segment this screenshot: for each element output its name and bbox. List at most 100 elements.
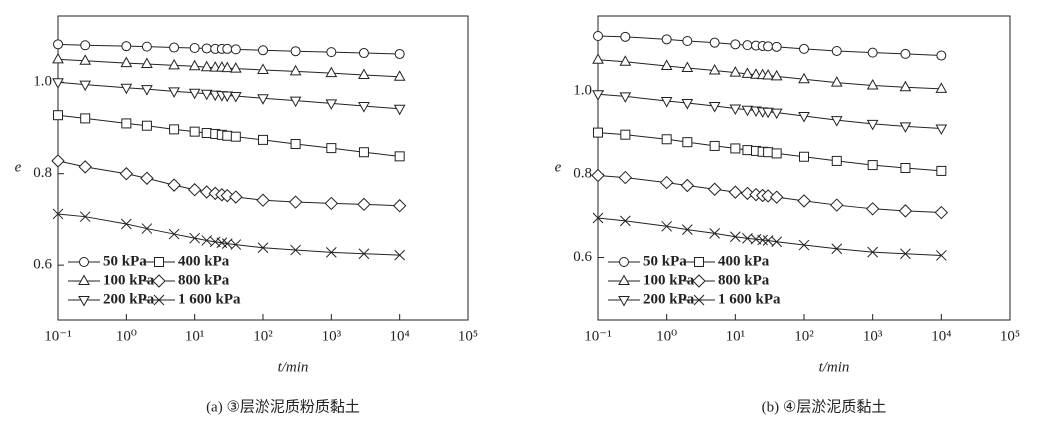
- y-tick-label: 1.0: [33, 74, 52, 90]
- x-axis-label: t/min: [819, 359, 850, 375]
- legend-marker: [79, 257, 89, 267]
- marker: [867, 160, 878, 171]
- marker: [900, 163, 911, 173]
- marker: [230, 131, 241, 142]
- marker: [661, 34, 672, 45]
- marker: [229, 190, 243, 204]
- marker: [709, 140, 720, 151]
- x-tick-label: 10⁴: [390, 328, 410, 344]
- marker: [900, 48, 911, 59]
- marker: [188, 88, 201, 100]
- marker: [52, 52, 64, 64]
- marker: [730, 143, 741, 154]
- y-tick-label: 1.0: [573, 82, 592, 98]
- marker: [619, 215, 631, 227]
- marker: [209, 236, 221, 248]
- legend-label: 400 kPa: [178, 253, 230, 269]
- marker: [120, 83, 133, 95]
- marker: [830, 116, 843, 127]
- marker: [742, 233, 753, 244]
- marker: [619, 55, 632, 66]
- marker: [168, 87, 180, 98]
- marker: [762, 69, 774, 80]
- marker: [750, 68, 762, 79]
- marker: [681, 99, 694, 110]
- marker: [680, 178, 695, 193]
- marker: [830, 76, 843, 87]
- marker: [394, 151, 405, 162]
- marker: [258, 134, 268, 145]
- caption: (a) ③层淤泥质粉质黏土: [206, 398, 360, 415]
- caption: (b) ④层淤泥质黏土: [762, 398, 887, 415]
- marker: [936, 50, 947, 61]
- marker: [831, 155, 842, 166]
- marker: [141, 223, 153, 234]
- legend-label: 400 kPa: [718, 253, 770, 269]
- marker: [257, 242, 269, 254]
- legend-marker: [153, 294, 165, 306]
- marker: [325, 66, 338, 78]
- marker: [392, 199, 407, 213]
- x-tick-label: 10¹: [726, 328, 746, 344]
- marker: [326, 47, 337, 58]
- marker: [288, 195, 303, 209]
- marker: [799, 151, 809, 162]
- marker: [867, 47, 878, 58]
- series-line: [597, 217, 942, 256]
- marker: [120, 56, 133, 68]
- legend-label: 1 600 kPa: [178, 291, 241, 307]
- marker: [289, 64, 302, 76]
- marker: [728, 185, 743, 199]
- marker: [741, 67, 754, 78]
- marker: [770, 69, 783, 81]
- marker: [120, 218, 132, 230]
- marker: [51, 154, 65, 168]
- marker: [187, 183, 202, 197]
- marker: [798, 111, 810, 123]
- marker: [199, 185, 214, 199]
- x-axis-label: t/min: [278, 359, 309, 375]
- marker: [258, 45, 268, 56]
- legend-marker: [692, 274, 706, 288]
- series-line: [57, 213, 400, 256]
- legend-marker: [618, 274, 630, 285]
- marker: [770, 108, 783, 120]
- marker: [200, 60, 213, 72]
- marker: [763, 41, 774, 52]
- marker: [257, 94, 269, 105]
- marker: [797, 194, 811, 208]
- marker: [222, 130, 233, 141]
- marker: [935, 82, 948, 93]
- legend-label: 50 kPa: [643, 253, 687, 269]
- marker: [230, 44, 241, 55]
- marker: [709, 37, 720, 48]
- marker: [80, 40, 91, 51]
- marker: [289, 96, 302, 108]
- marker: [620, 31, 631, 42]
- marker: [326, 143, 337, 154]
- marker: [141, 85, 153, 96]
- x-tick-label: 10³: [863, 328, 883, 344]
- legend-label: 1 600 kPa: [718, 291, 781, 307]
- marker: [798, 72, 810, 84]
- marker: [53, 110, 63, 121]
- marker: [52, 78, 64, 89]
- x-tick-label: 10⁴: [931, 328, 951, 344]
- marker: [592, 212, 604, 224]
- marker: [121, 118, 132, 129]
- marker: [740, 186, 755, 201]
- marker: [769, 190, 784, 204]
- x-tick-label: 10²: [253, 328, 273, 344]
- marker: [757, 234, 769, 246]
- marker: [729, 231, 741, 243]
- marker: [141, 57, 153, 68]
- marker: [682, 35, 693, 46]
- marker: [229, 92, 242, 103]
- marker: [394, 249, 406, 261]
- x-tick-label: 10⁻¹: [584, 328, 611, 344]
- legend-label: 50 kPa: [103, 253, 147, 269]
- marker: [52, 208, 64, 220]
- marker: [591, 168, 605, 183]
- marker: [935, 124, 948, 135]
- y-tick-label: 0.6: [573, 249, 592, 265]
